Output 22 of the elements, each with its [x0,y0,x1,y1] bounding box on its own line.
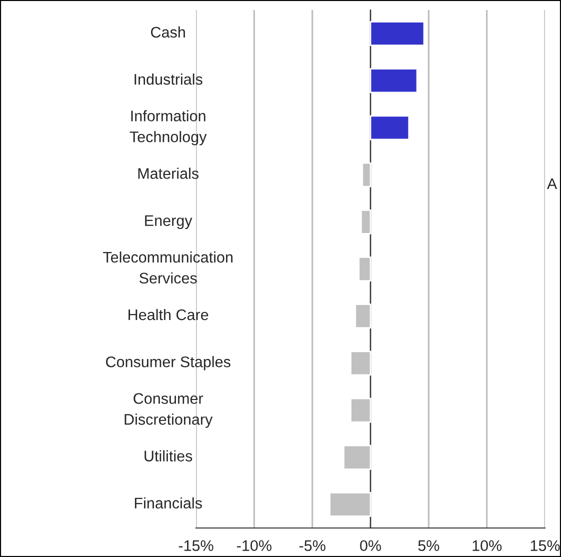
y-tick-label: Health Care [128,308,208,320]
y-tick-label: Financials [134,497,202,509]
y-tick-label: Cash [151,26,185,38]
x-tick-label: -10% [237,540,272,552]
bar [370,68,418,94]
y-tick-label: Consumer Staples [106,356,230,370]
y-tick-label: Telecommunication Services [103,251,232,284]
x-tick-label: -15% [178,540,214,552]
bar [370,21,425,46]
x-tick-label: -5% [299,540,326,552]
y-tick-label: Materials [138,168,199,179]
bar [370,115,410,140]
y-tick-label: Industrials [134,74,202,85]
text: A [547,178,558,189]
y-tick-label: Energy [145,215,192,230]
x-tick-label: 5% [418,540,440,552]
x-tick-label: 10% [472,540,502,552]
x-tick-label: 15% [530,540,560,552]
y-tick-label: Consumer Discretionary [124,393,213,428]
x-tick-label: 0% [360,540,381,552]
y-tick-label: Utilities [144,450,192,462]
y-tick-label: Information Technology [130,110,207,146]
